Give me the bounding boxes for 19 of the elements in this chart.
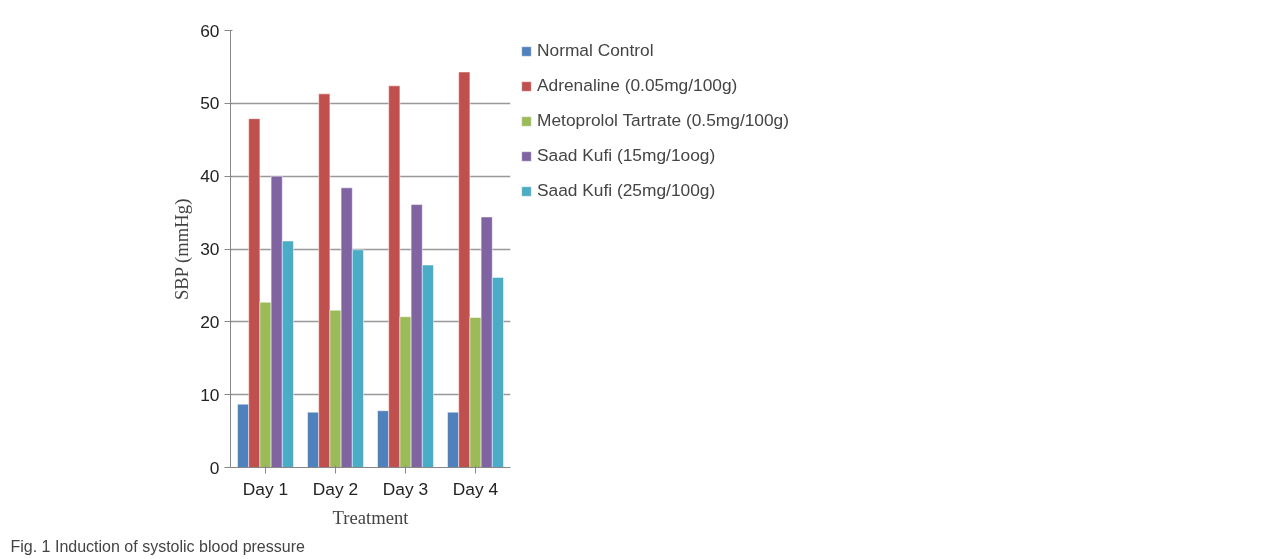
legend-label: Adrenaline (0.05mg/100g) xyxy=(537,75,738,96)
y-tick-label: 50 xyxy=(200,93,220,114)
x-axis-title: Treatment xyxy=(332,506,410,528)
x-tick-label: Day 4 xyxy=(452,478,499,499)
x-tick-label: Day 1 xyxy=(242,478,289,499)
legend-label: Metoprolol Tartrate (0.5mg/100g) xyxy=(537,110,790,131)
y-tick-label: 60 xyxy=(200,20,220,41)
y-tick-label: 10 xyxy=(200,384,220,405)
y-tick-label: 30 xyxy=(200,239,220,259)
y-tick-label: 0 xyxy=(209,457,220,478)
legend-label: Saad Kufi (25mg/100g) xyxy=(537,180,716,201)
y-axis-title: SBP (mmHg) xyxy=(171,198,194,301)
x-tick-label: Day 3 xyxy=(382,478,429,499)
y-tick-label: 20 xyxy=(200,311,220,332)
x-tick-label: Day 2 xyxy=(312,478,359,499)
y-tick-label: 40 xyxy=(200,166,220,187)
caption: Fig. 1 Induction of systolic blood pressure xyxy=(10,537,305,555)
legend-label: Normal Control xyxy=(537,40,654,61)
legend-label: Saad Kufi (15mg/1oog) xyxy=(537,145,716,166)
